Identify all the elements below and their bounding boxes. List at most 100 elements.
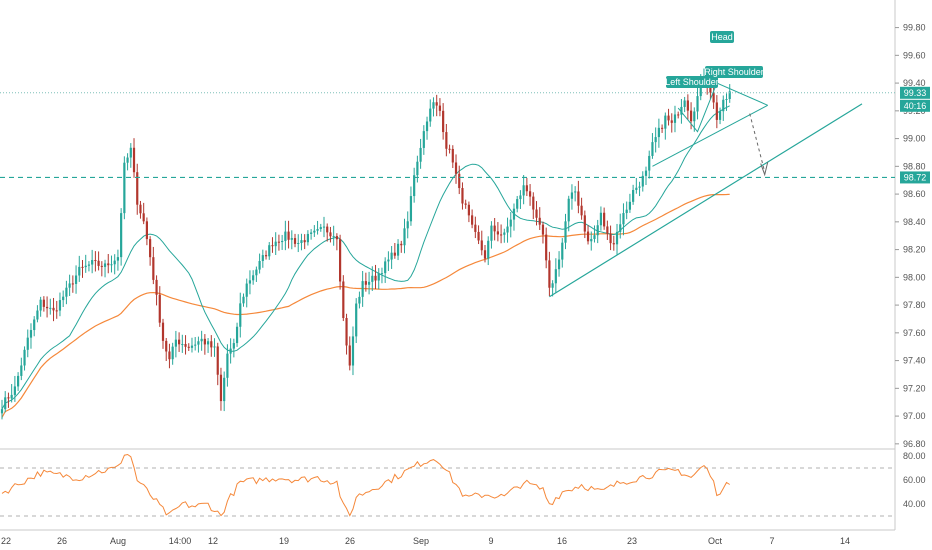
candle-body — [342, 281, 345, 318]
candle-body — [474, 224, 477, 232]
ma-fast-line — [1, 105, 730, 410]
candle-body — [654, 137, 657, 143]
candle-body — [355, 303, 358, 337]
candle-body — [522, 185, 525, 196]
candle-body — [528, 191, 532, 197]
candle-body — [467, 204, 470, 216]
candle-body — [271, 245, 274, 247]
candle-body — [62, 296, 65, 301]
candle-body — [564, 221, 567, 243]
candle-body — [535, 209, 538, 218]
candle-body — [281, 240, 284, 243]
candle-body — [657, 127, 660, 138]
candle-body — [110, 264, 113, 266]
candle-body — [306, 233, 309, 243]
price-tick-label: 98.20 — [903, 245, 926, 255]
candle-body — [696, 96, 699, 112]
time-tick-label: 19 — [279, 536, 289, 546]
candle-body — [239, 303, 242, 327]
price-tick-label: 98.40 — [903, 217, 926, 227]
candle-body — [155, 279, 158, 295]
ascending-trendline — [549, 103, 863, 298]
candle-body — [673, 114, 677, 123]
candle-body — [264, 255, 268, 257]
candle-body — [718, 111, 722, 120]
candle-body — [168, 351, 171, 360]
candle-body — [248, 280, 252, 284]
candle-body — [451, 148, 454, 163]
level-price-tag: 98.72 — [904, 172, 927, 182]
candle-body — [448, 148, 451, 150]
candle-body — [554, 269, 557, 284]
last-price-tag: 99.33 — [904, 88, 927, 98]
candle-body — [503, 232, 506, 235]
candle-body — [120, 213, 123, 258]
candle-body — [326, 226, 329, 233]
price-tick-label: 99.00 — [903, 134, 926, 144]
candle-body — [712, 92, 715, 103]
candle-body — [458, 173, 461, 189]
price-tick-label: 97.60 — [903, 328, 926, 338]
price-tick-label: 99.80 — [903, 23, 926, 33]
candle-body — [184, 344, 187, 347]
candle-body — [223, 377, 226, 402]
candle-body — [506, 226, 509, 233]
candle-body — [628, 201, 631, 210]
candle-body — [126, 157, 129, 163]
candle-body — [722, 99, 725, 112]
price-tick-label: 97.40 — [903, 356, 926, 366]
candle-body — [45, 306, 49, 309]
candle-body — [483, 250, 487, 259]
candle-body — [625, 209, 628, 214]
candle-body — [422, 131, 425, 148]
candle-body — [393, 252, 396, 256]
candle-body — [487, 240, 490, 259]
candle-body — [258, 261, 261, 270]
wedge-upper-line — [677, 82, 768, 133]
candle-body — [7, 397, 10, 399]
candle-body — [371, 275, 374, 282]
candle-body — [39, 299, 42, 311]
candle-body — [680, 106, 683, 115]
candle-body — [348, 345, 351, 366]
candle-body — [429, 108, 432, 122]
candle-body — [174, 339, 177, 347]
candle-body — [609, 233, 612, 244]
time-tick-label: 9 — [488, 536, 493, 546]
projection-arrow — [749, 113, 766, 173]
candle-body — [203, 338, 206, 345]
candle-body — [661, 127, 664, 129]
candle-body — [509, 219, 512, 227]
candle-body — [123, 162, 126, 214]
candle-body — [268, 245, 271, 257]
candle-body — [490, 225, 493, 241]
candle-body — [686, 100, 689, 111]
candle-body — [42, 299, 45, 307]
candle-body — [187, 346, 190, 348]
candle-body — [689, 110, 693, 122]
candle-body — [577, 191, 580, 206]
candle-body — [55, 310, 58, 312]
candle-body — [580, 205, 583, 216]
candle-body — [709, 86, 712, 93]
annotation-label: Head — [711, 32, 733, 42]
candle-body — [442, 110, 445, 133]
candle-body — [683, 100, 686, 107]
candle-body — [178, 339, 181, 345]
candle-body — [596, 225, 599, 236]
candle-body — [284, 231, 287, 241]
annotation-badge — [666, 76, 718, 88]
candle-body — [36, 310, 39, 320]
rsi-tick-label: 60.00 — [903, 475, 926, 485]
rsi-tick-label: 80.00 — [903, 451, 926, 461]
candle-body — [638, 186, 641, 188]
price-tick-label: 98.60 — [903, 189, 926, 199]
candle-body — [664, 115, 667, 129]
candle-body — [512, 208, 516, 220]
candle-body — [17, 375, 20, 387]
candle-body — [416, 161, 419, 176]
level-price-tag-bg — [900, 171, 930, 184]
candle-body — [216, 346, 219, 375]
price-tick-label: 99.60 — [903, 50, 926, 60]
